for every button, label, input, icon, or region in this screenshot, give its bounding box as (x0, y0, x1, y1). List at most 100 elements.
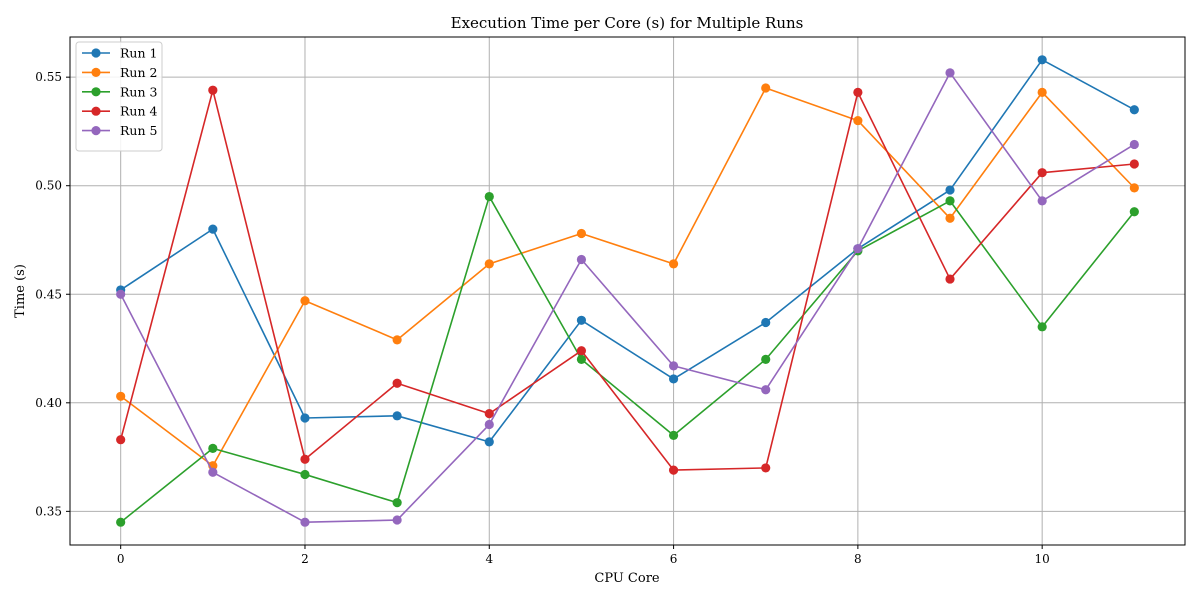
data-point (208, 85, 218, 95)
data-point (1037, 168, 1047, 178)
legend-marker (91, 87, 101, 97)
data-point (1129, 105, 1139, 115)
data-point (300, 413, 310, 423)
data-point (208, 224, 218, 234)
series-line (119, 89, 1135, 471)
data-point (116, 517, 126, 527)
data-point (1129, 139, 1139, 150)
data-point (1129, 207, 1139, 217)
data-point (945, 68, 955, 78)
data-point (300, 517, 310, 527)
chart-title: Execution Time per Core (s) for Multiple… (451, 14, 804, 32)
series-line (120, 87, 1135, 467)
legend-label: Run 3 (120, 84, 157, 99)
data-point (1129, 159, 1139, 169)
data-point (576, 254, 587, 265)
data-point (853, 115, 863, 126)
y-tick-label: 0.45 (35, 287, 62, 301)
x-tick-label: 4 (485, 552, 493, 566)
series-4 (116, 85, 1139, 475)
data-point (1037, 322, 1047, 332)
data-point (945, 274, 955, 284)
legend-marker (91, 106, 101, 116)
data-point (208, 443, 218, 453)
data-point (392, 515, 402, 525)
legend-label: Run 2 (120, 65, 157, 80)
legend-item: Run 2 (82, 65, 157, 80)
legend-marker (91, 67, 101, 77)
data-point (392, 411, 402, 421)
data-point (761, 463, 771, 473)
data-point (1037, 55, 1047, 65)
data-point (208, 467, 218, 477)
data-point (761, 317, 771, 328)
legend-item: Run 4 (82, 104, 157, 119)
data-point (392, 378, 402, 388)
data-point (484, 419, 494, 430)
data-point (484, 437, 494, 447)
data-point (945, 185, 955, 195)
x-tick-label: 10 (1035, 552, 1050, 566)
data-point (576, 354, 587, 364)
plot-frame (69, 36, 1186, 546)
series-line (120, 58, 1135, 443)
y-tick-label: 0.50 (35, 179, 62, 193)
x-tick-label: 6 (670, 552, 678, 566)
data-point (668, 259, 679, 269)
data-point (853, 87, 863, 97)
legend-item: Run 1 (82, 46, 157, 61)
data-point (668, 361, 679, 371)
data-point (484, 409, 494, 419)
grid-lines (70, 37, 1185, 545)
x-axis-ticks: 0 2 4 6 8 10 (117, 545, 1050, 566)
data-point (392, 498, 402, 508)
data-point (576, 346, 587, 356)
data-point (761, 83, 771, 93)
x-tick-label: 0 (117, 552, 125, 566)
data-point (1037, 196, 1047, 206)
data-point (116, 289, 126, 299)
legend-label: Run 4 (120, 104, 157, 119)
data-point (300, 469, 310, 480)
data-point (853, 244, 863, 254)
data-point (668, 374, 679, 384)
data-point (1037, 87, 1047, 97)
data-point (116, 435, 126, 445)
x-tick-label: 8 (854, 552, 862, 566)
x-tick-label: 2 (301, 552, 309, 566)
series-5 (116, 68, 1139, 527)
data-point (484, 259, 494, 269)
legend-marker (91, 48, 101, 58)
series-3 (116, 191, 1139, 527)
data-point (484, 191, 494, 202)
data-point (576, 315, 587, 325)
legend-item: Run 5 (82, 123, 157, 138)
series-2 (116, 83, 1139, 471)
data-point (945, 213, 955, 223)
series-line (119, 72, 1135, 524)
data-point (1129, 183, 1139, 193)
legend-item: Run 3 (82, 84, 157, 99)
data-point (668, 465, 679, 475)
y-axis-ticks: 0.35 0.40 0.45 0.50 0.55 (35, 70, 70, 518)
data-point (300, 296, 310, 306)
legend-label: Run 1 (120, 46, 157, 61)
data-point (576, 228, 587, 239)
data-point (116, 391, 126, 401)
series-layer (116, 55, 1139, 527)
data-point (300, 454, 310, 464)
x-axis-label: CPU Core (594, 571, 660, 586)
data-point (761, 385, 771, 395)
series-1 (116, 55, 1139, 447)
y-tick-label: 0.35 (35, 504, 62, 518)
data-point (761, 354, 771, 364)
y-tick-label: 0.55 (35, 70, 62, 84)
legend-label: Run 5 (120, 123, 157, 138)
series-line (120, 195, 1135, 523)
data-point (945, 196, 955, 206)
y-tick-label: 0.40 (35, 396, 62, 410)
legend-marker (91, 126, 101, 136)
data-point (668, 430, 679, 440)
data-point (392, 335, 402, 345)
